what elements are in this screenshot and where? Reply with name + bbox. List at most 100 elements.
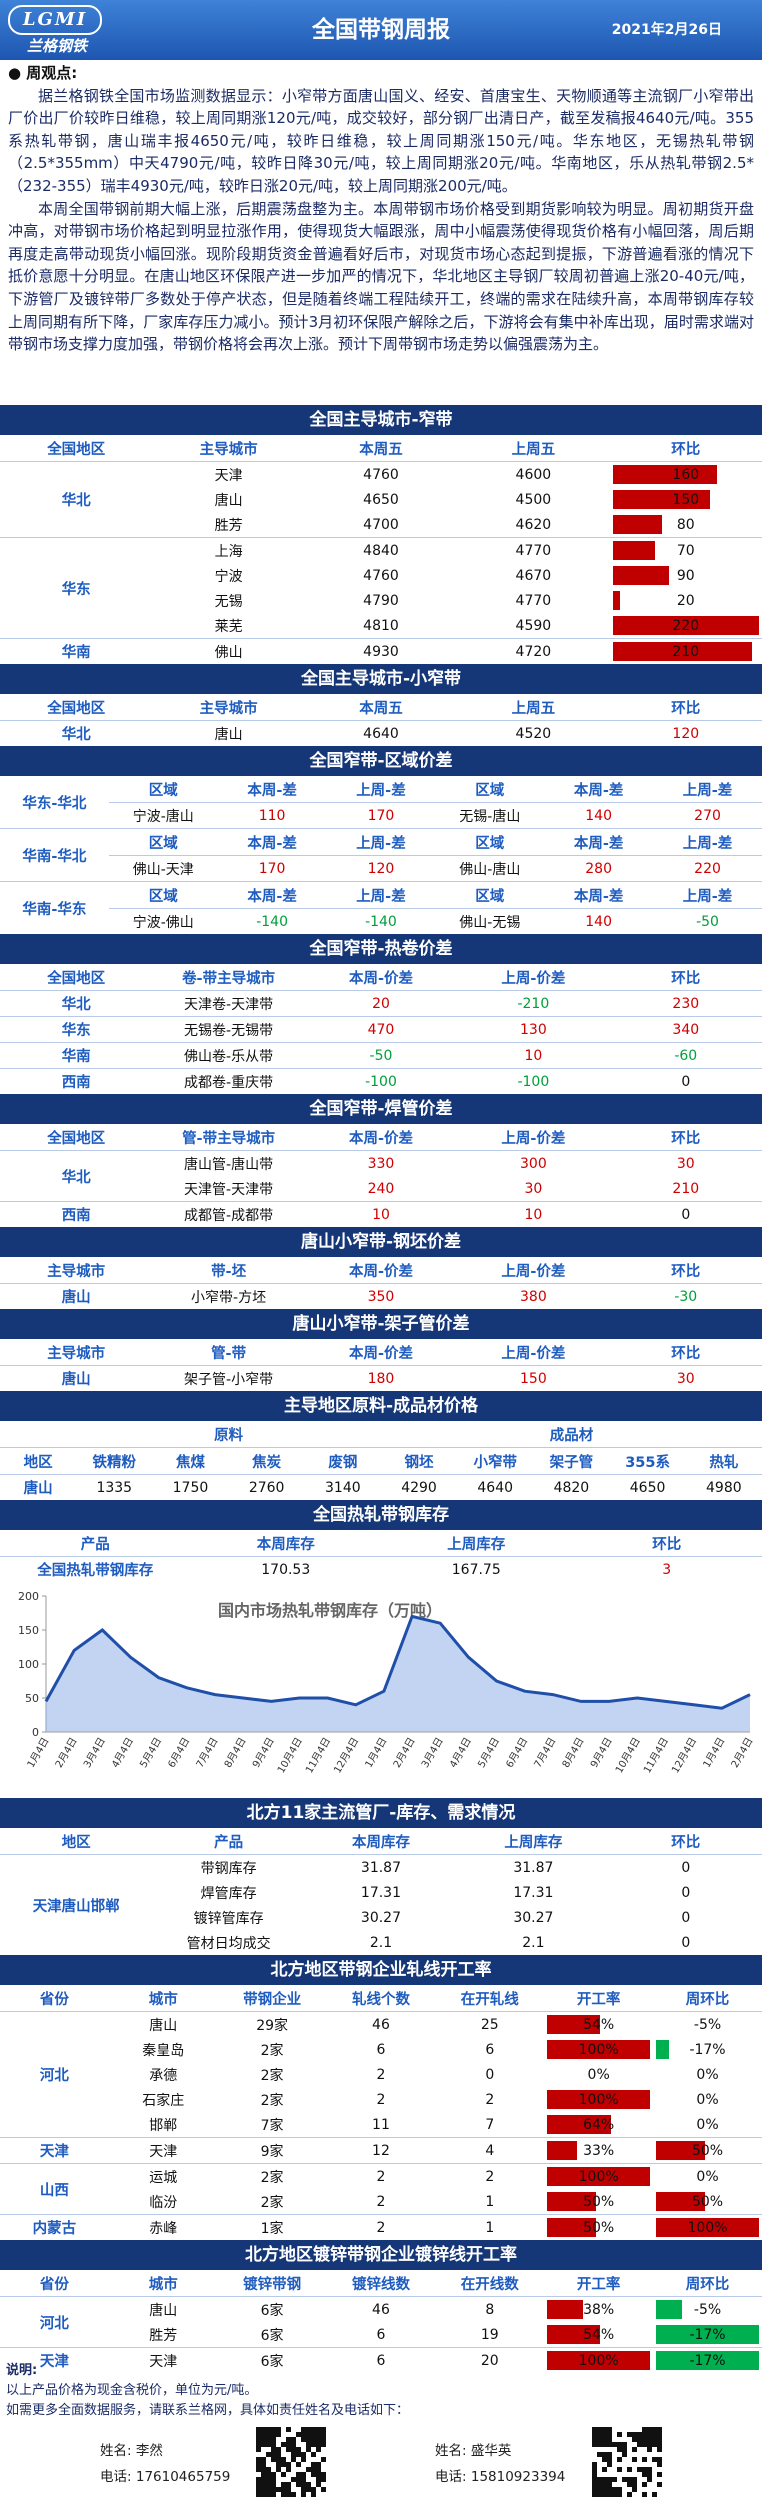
qr-module <box>642 2432 647 2437</box>
cell: -210 <box>457 991 609 1017</box>
qr-module <box>286 2462 291 2467</box>
qr-module <box>657 2472 662 2477</box>
qr-module <box>316 2477 321 2482</box>
cell-value: 唐山管-唐山带 <box>184 1156 274 1173</box>
qr-module <box>592 2492 597 2497</box>
cell: 20 <box>305 991 457 1017</box>
cell: 邯郸 <box>109 2112 218 2138</box>
qr-module <box>597 2432 602 2437</box>
group-header-row: 华南-华北 区域 本周-差 上周-差 区域 本周-差 上周-差 <box>0 828 762 882</box>
cell: 秦皇岛 <box>109 2037 218 2062</box>
cell-value: 110 <box>258 807 286 824</box>
column-header: 热轧 <box>685 1447 762 1475</box>
data-row: 管材日均成交 2.1 2.1 0 <box>0 1930 762 1955</box>
qr-module <box>266 2432 271 2437</box>
cell-value: 2家 <box>260 2067 284 2084</box>
cell: 2 <box>435 2087 544 2112</box>
cell-value: 30 <box>524 1180 543 1197</box>
cell: 2 <box>326 2163 436 2189</box>
qr-module <box>632 2437 637 2442</box>
cell-value: 2760 <box>248 1479 285 1496</box>
cell: 2.1 <box>305 1930 457 1955</box>
line <box>44 1614 751 1710</box>
summary-paragraph: 本周全国带钢前期大幅上涨，后期震荡盘整为主。本周带钢市场价格受到期货影响较为明显… <box>8 199 754 354</box>
qr-module <box>256 2442 261 2447</box>
cell: 4500 <box>457 487 609 512</box>
qr-module <box>592 2432 597 2437</box>
section-table: 全国地区 主导城市 本周五 上周五 环比 华北 唐山 4640 4520 120 <box>0 694 762 746</box>
header-row: 全国地区 卷-带主导城市 本周-价差 上周-价差 环比 <box>0 964 762 991</box>
region-label: 全国热轧带钢库存 <box>37 1563 154 1579</box>
section-title: 唐山小窄带-架子管价差 <box>0 1309 762 1339</box>
column-header: 产品 <box>152 1828 305 1855</box>
cell-value: 胜芳 <box>149 2327 178 2344</box>
cell-value: -5% <box>693 2301 722 2318</box>
data-row: 华北 天津卷-天津带 20 -210 230 <box>0 991 762 1017</box>
data-row: 天津 天津 6家 6 20 100% -17% <box>0 2347 762 2373</box>
qr-module <box>276 2487 281 2492</box>
cell-value: 无锡 <box>214 593 243 610</box>
cell: -50 <box>304 1042 458 1069</box>
cell: 6家 <box>217 2347 327 2373</box>
qr-module <box>266 2467 271 2472</box>
column-header: 轧线个数 <box>326 1985 436 2012</box>
cell-value: 210 <box>672 1180 700 1197</box>
column-header: 焦煤 <box>152 1447 229 1475</box>
bar <box>612 541 656 560</box>
label: 姓名: <box>435 2443 467 2459</box>
bar <box>656 2351 759 2370</box>
qr-module <box>597 2437 602 2442</box>
column-header: 环比 <box>609 1257 762 1284</box>
qr-module <box>632 2432 637 2437</box>
cell: 210 <box>609 638 762 664</box>
cell: 30.27 <box>305 1905 457 1930</box>
bar <box>656 2300 683 2319</box>
cell-value: 31.87 <box>513 1859 554 1876</box>
cell: 170 <box>218 856 327 882</box>
cell-value: 160 <box>672 466 700 483</box>
cell: 2家 <box>218 2087 327 2112</box>
qr-module <box>657 2447 662 2452</box>
cell: 80 <box>610 512 762 538</box>
cell-value: 唐山 <box>214 726 243 743</box>
cell-value: 300 <box>520 1155 547 1172</box>
cell: 石家庄 <box>109 2087 218 2112</box>
cell: 7 <box>435 2112 544 2138</box>
cell: -5% <box>653 2012 762 2038</box>
column-header: 产品 <box>0 1530 191 1557</box>
cell: 29家 <box>218 2012 327 2038</box>
cell: 120 <box>610 721 762 747</box>
region-label: 河北 <box>39 2068 69 2084</box>
qr-module <box>607 2437 612 2442</box>
qr-module <box>652 2492 657 2497</box>
qr-module <box>281 2457 286 2462</box>
column-header: 上周五 <box>457 435 610 462</box>
cell: 330 <box>305 1151 457 1177</box>
qr-module <box>592 2477 597 2482</box>
cell-value: 莱芜 <box>214 618 243 635</box>
column-header: 本周-价差 <box>304 964 458 991</box>
cell-value: 胜芳 <box>214 517 243 534</box>
cell-value: 2家 <box>260 2042 284 2059</box>
cell: 220 <box>610 613 762 639</box>
cell-value: 邯郸 <box>149 2117 178 2134</box>
column-header: 本周-差 <box>544 828 654 856</box>
qr-module <box>281 2462 286 2467</box>
qr-module <box>296 2462 301 2467</box>
cell-value: 2 <box>376 2091 386 2108</box>
section-title: 主导地区原料-成品材价格 <box>0 1391 762 1421</box>
bar <box>547 2141 578 2160</box>
qr-module <box>271 2477 276 2482</box>
qr-module <box>276 2452 281 2457</box>
qr-module <box>647 2447 652 2452</box>
data-row: 华东 无锡卷-无锡带 470 130 340 <box>0 1016 762 1043</box>
qr-module <box>602 2432 607 2437</box>
cell: 20 <box>435 2347 545 2373</box>
header-row: 省份 城市 镀锌带钢 镀锌线数 在开线数 开工率 周环比 <box>0 2270 762 2297</box>
cell: 1750 <box>152 1475 228 1501</box>
label: 电话: <box>435 2469 467 2485</box>
qr-module <box>592 2462 597 2467</box>
cell: 2 <box>327 2189 436 2215</box>
qr-module <box>256 2467 261 2472</box>
qr-module <box>321 2487 326 2492</box>
